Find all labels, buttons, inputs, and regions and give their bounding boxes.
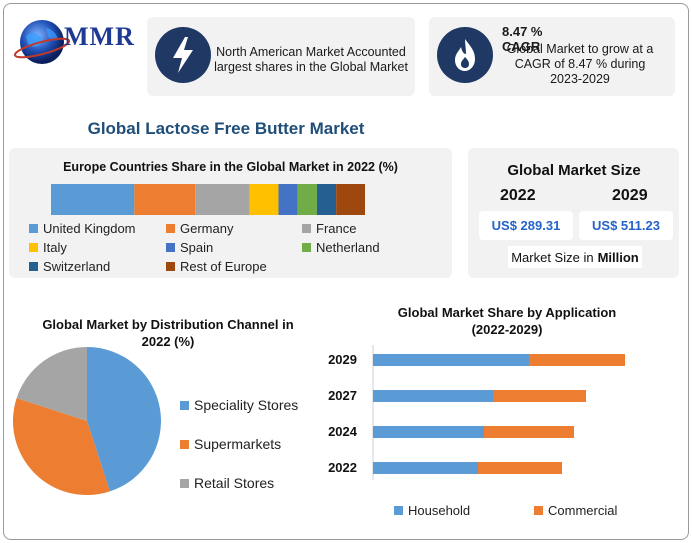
globe-icon [13,20,71,64]
legend-item-switzerland: Switzerland [29,259,110,274]
pie-slice-retail-stores [16,347,87,421]
market-size-year-2029: 2029 [612,187,648,204]
legend-label: Retail Stores [194,475,275,491]
flame-icon-badge [437,27,493,83]
bar-household-2027 [373,390,493,402]
legend-swatch [180,439,189,449]
page-title: Global Lactose Free Butter Market [87,119,365,138]
legend-item-italy: Italy [29,240,67,255]
bar-segment-netherland [297,184,317,215]
y-tick-label-2029: 2029 [328,352,357,367]
market-size-year-2022: 2022 [500,187,536,204]
bar-household-2022 [373,462,478,474]
europe-stacked-bar [51,184,365,215]
legend-item-france: France [302,221,356,236]
legend-item-retail-stores: Retail Stores [180,475,274,491]
market-size-unit-bold: Million [597,249,639,265]
legend-swatch [180,478,189,488]
legend-swatch [302,243,311,252]
legend-swatch [180,400,189,410]
legend-swatch [166,262,175,271]
cagr-title: 8.47 % CAGR [502,24,543,54]
legend-item-united-kingdom: United Kingdom [29,221,136,236]
lightning-icon [173,37,193,73]
legend-swatch [29,262,38,271]
legend-label: Household [408,503,471,518]
europe-chart-title: Europe Countries Share in the Global Mar… [63,160,398,174]
y-tick-label-2022: 2022 [328,460,357,475]
legend-label: Speciality Stores [194,397,299,413]
legend-item-spain: Spain [166,240,213,255]
legend-item-netherland: Netherland [302,240,380,255]
legend-item-household: Household [394,503,470,518]
y-tick-label-2024: 2024 [328,424,358,439]
legend-label: Netherland [316,240,380,255]
bar-segment-rest-of-europe [336,184,365,215]
legend-item-germany: Germany [166,221,233,236]
market-size-value-2029: US$ 511.23 [579,211,673,240]
legend-label: Germany [180,221,234,236]
application-chart-title: Global Market Share by Application (2022… [397,305,617,337]
legend-item-commercial: Commercial [534,503,617,518]
legend-label: Spain [180,240,214,255]
pie-slice-supermarkets [12,398,110,495]
bar-commercial-2024 [484,426,574,438]
legend-item-speciality-stores: Speciality Stores [180,397,298,413]
brand-logo [12,14,140,70]
legend-swatch [29,224,38,233]
bar-segment-united-kingdom [51,184,135,215]
distribution-chart-title: Global Market by Distribution Channel in… [42,317,294,349]
legend-item-rest-of-europe: Rest of Europe [166,259,267,274]
north-america-text: North American Market Accounted largest … [214,45,408,74]
bar-segment-italy [249,184,279,215]
legend-swatch [166,243,175,252]
cagr-text: Global Market to grow at a CAGR of 8.47 … [506,42,654,86]
legend-label: Supermarkets [194,436,282,452]
legend-label: United Kingdom [43,221,136,236]
bar-commercial-2029 [529,354,625,366]
bar-segment-switzerland [316,184,337,215]
y-tick-label-2027: 2027 [328,388,357,403]
legend-swatch [166,224,175,233]
pie-slice-speciality-stores [87,347,162,492]
bar-segment-spain [278,184,298,215]
logo-text: MMR [64,22,135,51]
market-size-unit: Market Size in Million [508,246,642,268]
legend-swatch [534,506,543,515]
bar-commercial-2027 [493,390,586,402]
legend-swatch [302,224,311,233]
distribution-pie-chart [12,347,162,495]
legend-label: Italy [43,240,67,255]
bar-household-2029 [373,354,529,366]
bar-commercial-2022 [478,462,562,474]
legend-swatch [394,506,403,515]
legend-label: France [316,221,357,236]
lightning-icon-badge [155,27,211,83]
legend-item-supermarkets: Supermarkets [180,436,281,452]
bar-segment-germany [134,184,196,215]
bar-segment-france [195,184,250,215]
market-size-value-2022: US$ 289.31 [479,211,573,240]
flame-icon [455,39,475,71]
bar-household-2024 [373,426,484,438]
legend-label: Commercial [548,503,618,518]
application-bar-chart: 2029 2027 2024 2022 [328,345,625,480]
market-size-unit-label: Market Size in [511,249,594,265]
market-size-title: Global Market Size [507,162,641,179]
legend-label: Rest of Europe [180,259,267,274]
legend-label: Switzerland [43,259,111,274]
legend-swatch [29,243,38,252]
